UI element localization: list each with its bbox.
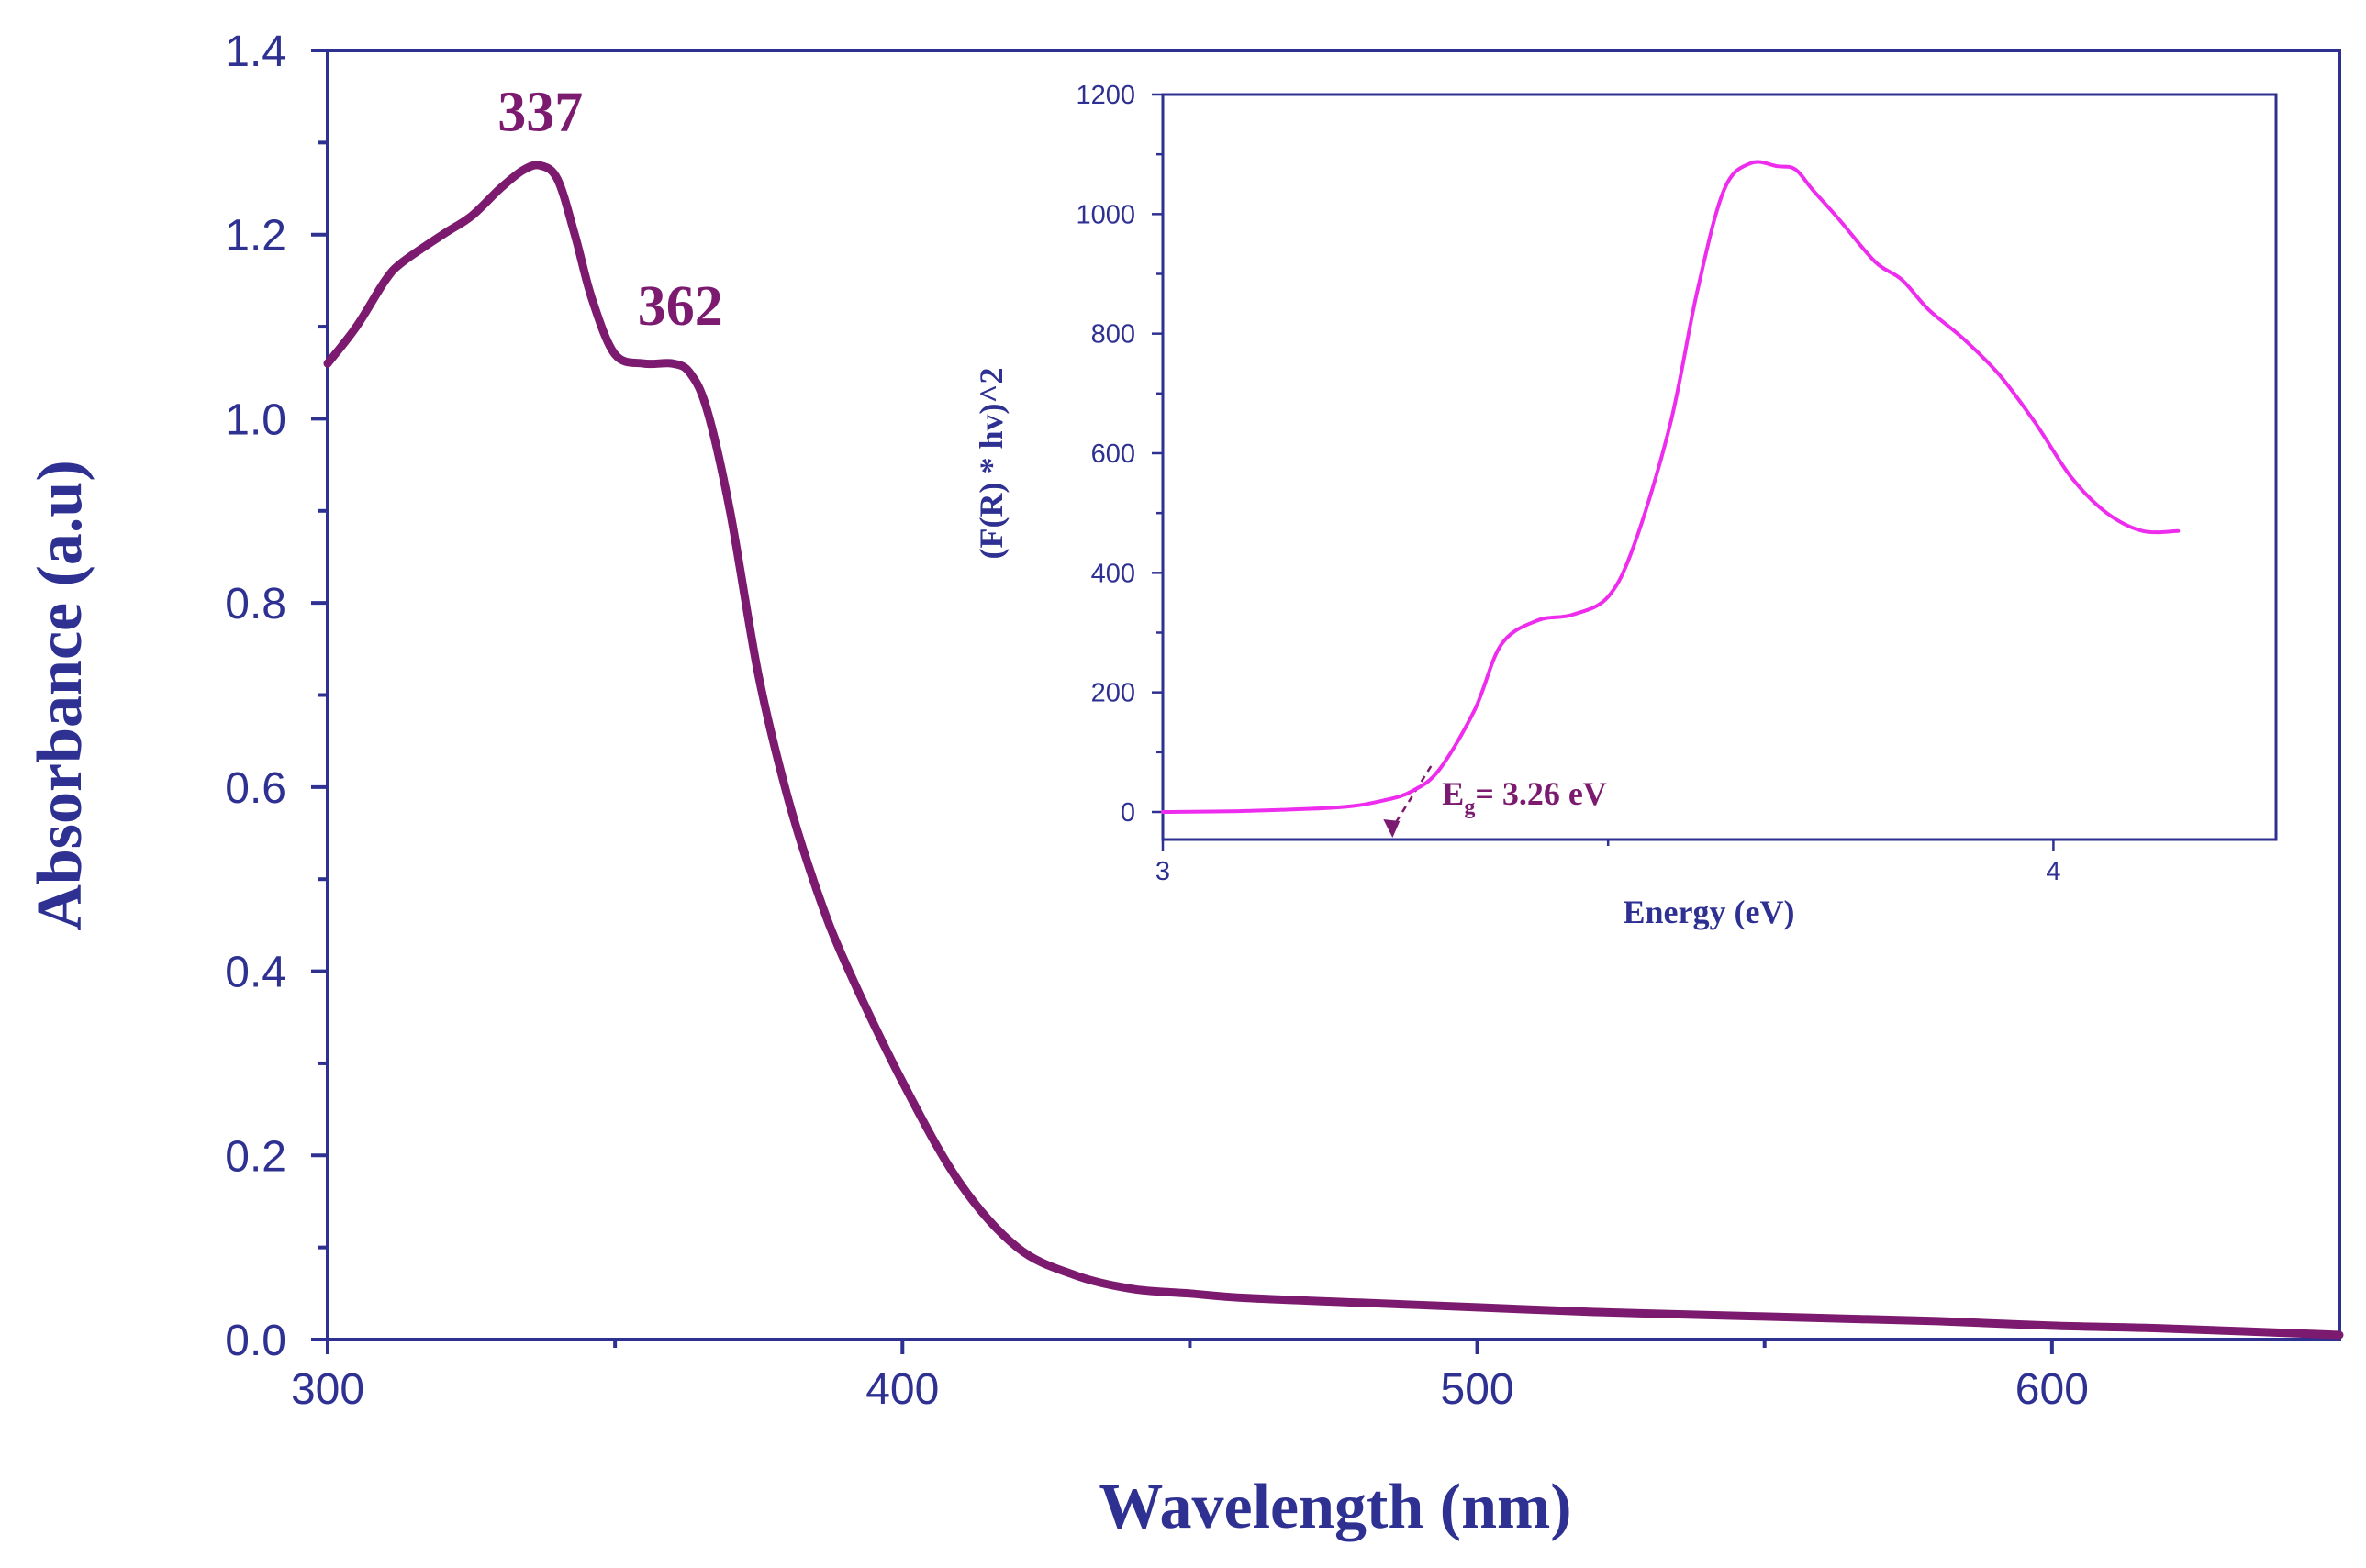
inset-x-axis-title: Energy (eV) <box>1624 894 1795 930</box>
inset-y-tick-label: 1200 <box>1076 81 1135 110</box>
main-plot-frame <box>326 49 2341 1341</box>
inset-y-axis-title: (F(R) * hv)^2 <box>973 368 1010 560</box>
x-tick-label: 400 <box>865 1365 939 1414</box>
y-tick-label: 0.0 <box>225 1317 286 1365</box>
y-tick-label: 1.2 <box>225 212 286 261</box>
y-tick-label: 0.8 <box>225 580 286 628</box>
x-tick-label: 500 <box>1441 1365 1514 1414</box>
peak-label-337: 337 <box>497 81 583 143</box>
x-tick-label: 600 <box>2015 1365 2089 1414</box>
inset-y-tick-label: 200 <box>1091 679 1135 708</box>
inset-y-tick-label: 1000 <box>1076 200 1135 229</box>
main-chart: 300 400 500 600 0.0 0.2 0.4 0.6 0.8 1.0 1.2 1.4 337… <box>25 28 2344 1542</box>
main-ticks: 300 400 500 600 0.0 0.2 0.4 0.6 0.8 1.0 1.2 1.4 <box>225 28 2089 1414</box>
inset-x-tick-label: 4 <box>2046 857 2060 886</box>
x-tick-label: 300 <box>291 1365 364 1414</box>
y-tick-label: 0.4 <box>225 949 286 997</box>
peak-label-362: 362 <box>638 275 723 338</box>
absorbance-curve <box>323 161 2344 1340</box>
y-tick-label: 0.6 <box>225 764 286 813</box>
band-gap-arrow-head <box>1383 819 1401 838</box>
band-gap-label: Eg= 3.26 eV <box>1442 775 1607 819</box>
inset-x-tick-label: 3 <box>1155 857 1170 886</box>
x-axis-title: Wavelength (nm) <box>1099 1472 1571 1542</box>
y-tick-label: 1.0 <box>225 395 286 444</box>
inset-y-tick-label: 600 <box>1091 439 1135 469</box>
y-axis-title: Absorbance (a.u) <box>25 460 95 930</box>
y-tick-label: 1.4 <box>225 28 286 76</box>
tauc-curve <box>1161 160 2181 814</box>
band-gap-annotation: Eg= 3.26 eV <box>1383 775 1607 838</box>
inset-y-tick-label: 400 <box>1091 559 1135 588</box>
inset-y-tick-label: 800 <box>1091 320 1135 350</box>
inset-plot-frame <box>1161 93 2278 841</box>
peak-annotations: 337 362 <box>497 81 723 338</box>
inset-y-tick-label: 0 <box>1121 798 1135 828</box>
y-tick-label: 0.2 <box>225 1132 286 1181</box>
inset-chart: 3 4 0 200 400 600 800 1000 1200 Eg= 3.26 eV Ener… <box>973 81 2278 930</box>
inset-ticks: 3 4 0 200 400 600 800 1000 1200 <box>1076 81 2060 886</box>
